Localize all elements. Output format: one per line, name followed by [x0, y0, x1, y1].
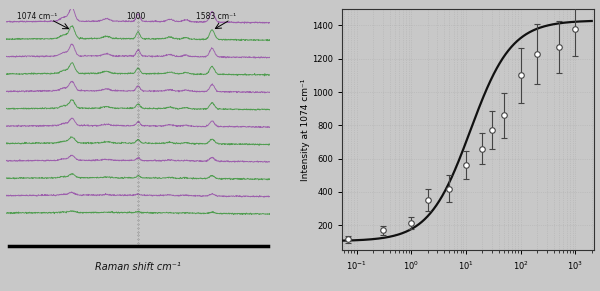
Text: 1000: 1000 [126, 12, 146, 21]
Text: 1074 cm⁻¹: 1074 cm⁻¹ [17, 12, 57, 21]
Text: Raman shift cm⁻¹: Raman shift cm⁻¹ [95, 262, 181, 272]
Text: 1583 cm⁻¹: 1583 cm⁻¹ [196, 12, 236, 21]
Y-axis label: Intensity at 1074 cm⁻¹: Intensity at 1074 cm⁻¹ [301, 78, 310, 181]
